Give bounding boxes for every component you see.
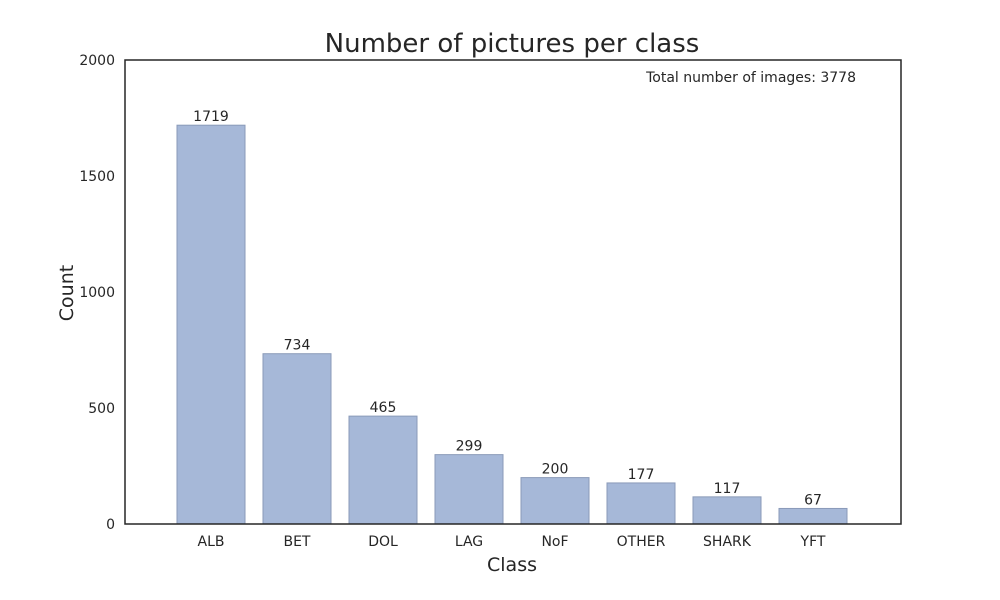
y-axis-label: Count — [56, 265, 78, 321]
plot-frame — [124, 59, 902, 525]
bars-group — [176, 124, 848, 525]
x-tick-label-other: OTHER — [617, 534, 666, 550]
bar-nof — [520, 477, 590, 525]
y-tick-labels-group: 0 500 1000 1500 2000 — [79, 53, 115, 533]
x-tick-label-nof: NoF — [541, 534, 568, 550]
bar-other — [606, 482, 676, 525]
total-images-annotation: Total number of images: 3778 — [645, 70, 856, 86]
x-tick-label-yft: YFT — [800, 534, 826, 550]
data-label-nof: 200 — [542, 462, 569, 478]
x-tick-labels-group: ALB BET DOL LAG NoF OTHER SHARK YFT — [198, 534, 826, 550]
data-label-shark: 117 — [714, 481, 741, 497]
x-tick-label-bet: BET — [283, 534, 310, 550]
x-axis-label: Class — [487, 554, 537, 576]
x-tick-label-alb: ALB — [198, 534, 225, 550]
data-label-bet: 734 — [284, 338, 311, 354]
y-tick-label-0: 0 — [106, 517, 115, 533]
data-label-yft: 67 — [804, 492, 822, 508]
data-label-lag: 299 — [456, 439, 483, 455]
x-tick-label-dol: DOL — [368, 534, 398, 550]
y-tick-label-1500: 1500 — [79, 169, 115, 185]
y-tick-label-500: 500 — [88, 401, 115, 417]
bar-shark — [692, 496, 762, 525]
y-tick-label-1000: 1000 — [79, 285, 115, 301]
x-tick-label-lag: LAG — [455, 534, 483, 550]
bar-lag — [434, 454, 504, 525]
data-label-other: 177 — [628, 467, 655, 483]
bar-bet — [262, 353, 332, 525]
bar-alb — [176, 124, 246, 525]
chart-title: Number of pictures per class — [325, 29, 700, 59]
data-labels-group: 1719 734 465 299 200 177 117 67 — [193, 109, 822, 508]
x-tick-label-shark: SHARK — [703, 534, 752, 550]
bar-yft — [778, 507, 848, 525]
y-tick-label-2000: 2000 — [79, 53, 115, 69]
bar-dol — [348, 415, 418, 525]
data-label-dol: 465 — [370, 400, 397, 416]
data-label-alb: 1719 — [193, 109, 229, 125]
